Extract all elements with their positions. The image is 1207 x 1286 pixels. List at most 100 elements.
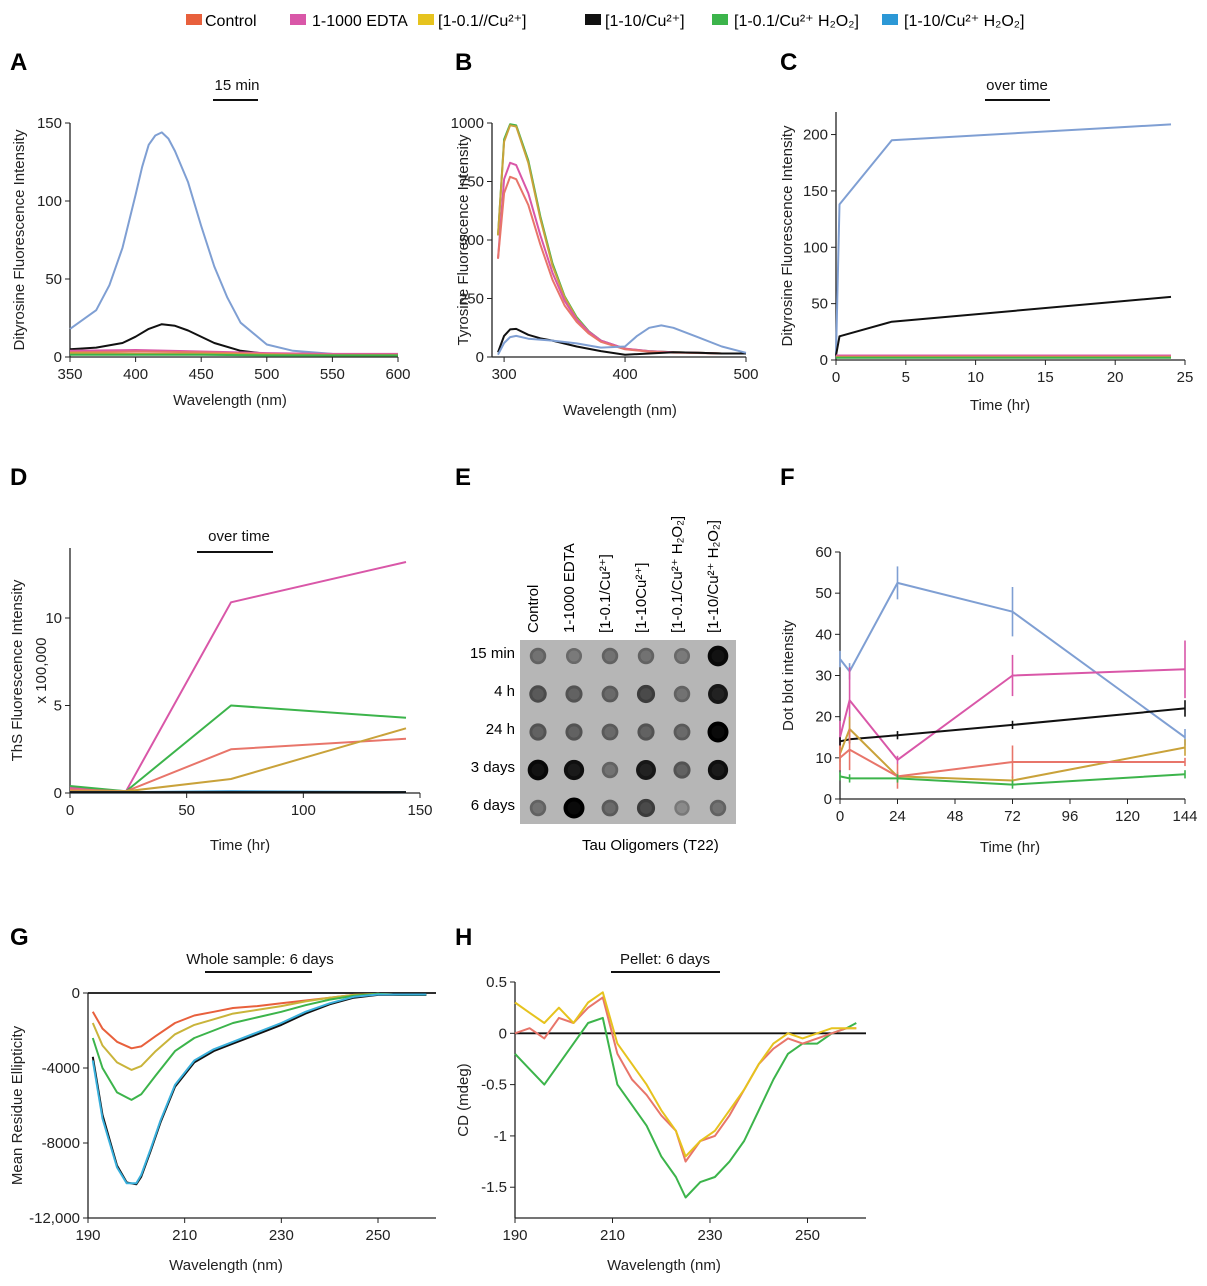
y-axis-label: CD (mdeg)	[455, 1063, 472, 1136]
dot-blot-membrane	[520, 640, 736, 824]
x-tick-label: 250	[795, 1227, 820, 1244]
x-tick-label: 144	[1172, 808, 1197, 825]
x-axis-label: Wavelength (nm)	[563, 402, 677, 419]
y-tick-label: 100	[37, 193, 62, 210]
x-tick-label: 0	[66, 802, 74, 819]
series-line	[70, 727, 407, 793]
y-tick-label: -0.5	[481, 1077, 507, 1094]
dot-blot-spot	[565, 647, 583, 665]
legend-label-cu-high-h2o2: [1-10/Cu²⁺ H₂O₂]	[904, 13, 1024, 30]
series-line	[514, 991, 857, 1158]
series-line	[514, 1016, 857, 1199]
dot-blot-spot	[673, 761, 691, 779]
x-tick-label: 5	[902, 369, 910, 386]
dot-blot-row-label: 3 days	[471, 759, 515, 776]
panel-letter-e: E	[455, 464, 471, 491]
x-tick-label: 0	[836, 808, 844, 825]
dot-blot-spot	[565, 723, 583, 741]
panel-e-dot-blot: Control 1-1000 EDTA [1-0.1/Cu²⁺] [1-10Cu…	[470, 516, 736, 854]
y-tick-label: -4000	[42, 1060, 80, 1077]
panel-letters: A B C D E F G H	[10, 49, 797, 951]
dot-blot-row-label: 24 h	[486, 721, 515, 738]
legend-label-cu-low: [1-0.1//Cu²⁺]	[438, 13, 526, 30]
dot-blot-spot	[601, 723, 619, 741]
series-line	[514, 996, 857, 1163]
panel-a-chart: 350 400 450 500 550 600 0 50 100 150 Wavelength (n…	[11, 77, 411, 409]
annotation-label: over time	[986, 77, 1048, 94]
dot-blot-spot	[563, 797, 585, 819]
panel-letter-g: G	[10, 924, 29, 951]
y-tick-label: 20	[815, 709, 832, 726]
x-tick-label: 210	[172, 1227, 197, 1244]
dot-blot-spot	[637, 723, 655, 741]
dot-blot-dots	[527, 645, 729, 819]
series-line	[497, 327, 746, 356]
annotation-label: Whole sample: 6 days	[186, 951, 334, 968]
panel-b-chart: 300 400 500 0 250 500 750 1000 Wavelength (nm) Ty…	[451, 115, 759, 419]
x-tick-label: 96	[1062, 808, 1079, 825]
y-tick-label: 0	[54, 349, 62, 366]
y-tick-label: 250	[459, 291, 484, 308]
series-line	[497, 175, 746, 355]
dot-blot-spot	[529, 799, 547, 817]
legend-label-cu-low-h2o2: [1-0.1/Cu²⁺ H₂O₂]	[734, 13, 859, 30]
series-line	[497, 324, 747, 356]
y-tick-label: 0	[476, 349, 484, 366]
y-tick-label: 40	[815, 626, 832, 643]
y-axis-label: ThS Fluorescence Intensity	[9, 579, 26, 761]
panel-c-chart: 0 5 10 15 20 25 0 50 100 150 200 Time (hr) Dityrosin…	[779, 77, 1193, 414]
dot-blot-spot	[674, 800, 690, 816]
y-tick-label: 0	[820, 352, 828, 369]
y-axis-label: Tyrosine Fluorescence Intensity	[455, 134, 472, 345]
dot-blot-column-label: [1-10/Cu²⁺ H₂O₂]	[705, 520, 722, 633]
dot-blot-spot	[636, 684, 656, 704]
series-line	[91, 992, 427, 1050]
y-tick-label: 50	[45, 271, 62, 288]
panel-letter-b: B	[455, 49, 472, 76]
y-tick-label: 50	[811, 296, 828, 313]
x-tick-label: 350	[57, 366, 82, 383]
y-tick-label: 1000	[451, 115, 484, 132]
annotation-label: over time	[208, 528, 270, 545]
y-tick-label: 750	[459, 174, 484, 191]
x-tick-label: 72	[1004, 808, 1021, 825]
y-tick-label: -1.5	[481, 1179, 507, 1196]
dot-blot-spot	[527, 759, 549, 781]
series-line	[91, 993, 427, 1185]
x-tick-label: 210	[600, 1227, 625, 1244]
y-tick-label: -1	[494, 1128, 507, 1145]
x-tick-label: 20	[1107, 369, 1124, 386]
dot-blot-column-label: [1-0.1/Cu²⁺]	[597, 554, 614, 633]
legend-label-cu-high: [1-10/Cu²⁺]	[605, 13, 685, 30]
legend-swatch-cu-high	[585, 14, 601, 25]
y-tick-label: 10	[45, 610, 62, 627]
y-tick-label: 150	[803, 183, 828, 200]
x-tick-label: 120	[1115, 808, 1140, 825]
dot-blot-spot	[636, 798, 656, 818]
dot-blot-spot	[708, 684, 728, 704]
x-tick-label: 230	[697, 1227, 722, 1244]
x-tick-label: 190	[502, 1227, 527, 1244]
legend-swatch-cu-low	[418, 14, 434, 25]
x-tick-label: 10	[967, 369, 984, 386]
series-line	[69, 561, 407, 793]
x-tick-label: 450	[189, 366, 214, 383]
dot-blot-spot	[673, 685, 691, 703]
legend-swatch-cu-high-h2o2	[882, 14, 898, 25]
dot-blot-spot	[707, 645, 729, 667]
series-line	[497, 123, 746, 355]
x-axis-label: Wavelength (nm)	[169, 1257, 283, 1274]
series-line	[70, 353, 398, 357]
panel-letter-d: D	[10, 464, 27, 491]
dot-blot-spot	[636, 760, 656, 780]
dot-blot-row-label: 15 min	[470, 645, 515, 662]
x-tick-label: 25	[1177, 369, 1194, 386]
panel-letter-a: A	[10, 49, 27, 76]
legend-label-edta: 1-1000 EDTA	[312, 13, 408, 30]
y-tick-label: 0	[72, 985, 80, 1002]
dot-blot-spot	[601, 647, 619, 665]
y-tick-label: 500	[459, 232, 484, 249]
x-tick-label: 150	[407, 802, 432, 819]
series-line	[497, 124, 746, 355]
x-axis-label: Time (hr)	[210, 837, 270, 854]
